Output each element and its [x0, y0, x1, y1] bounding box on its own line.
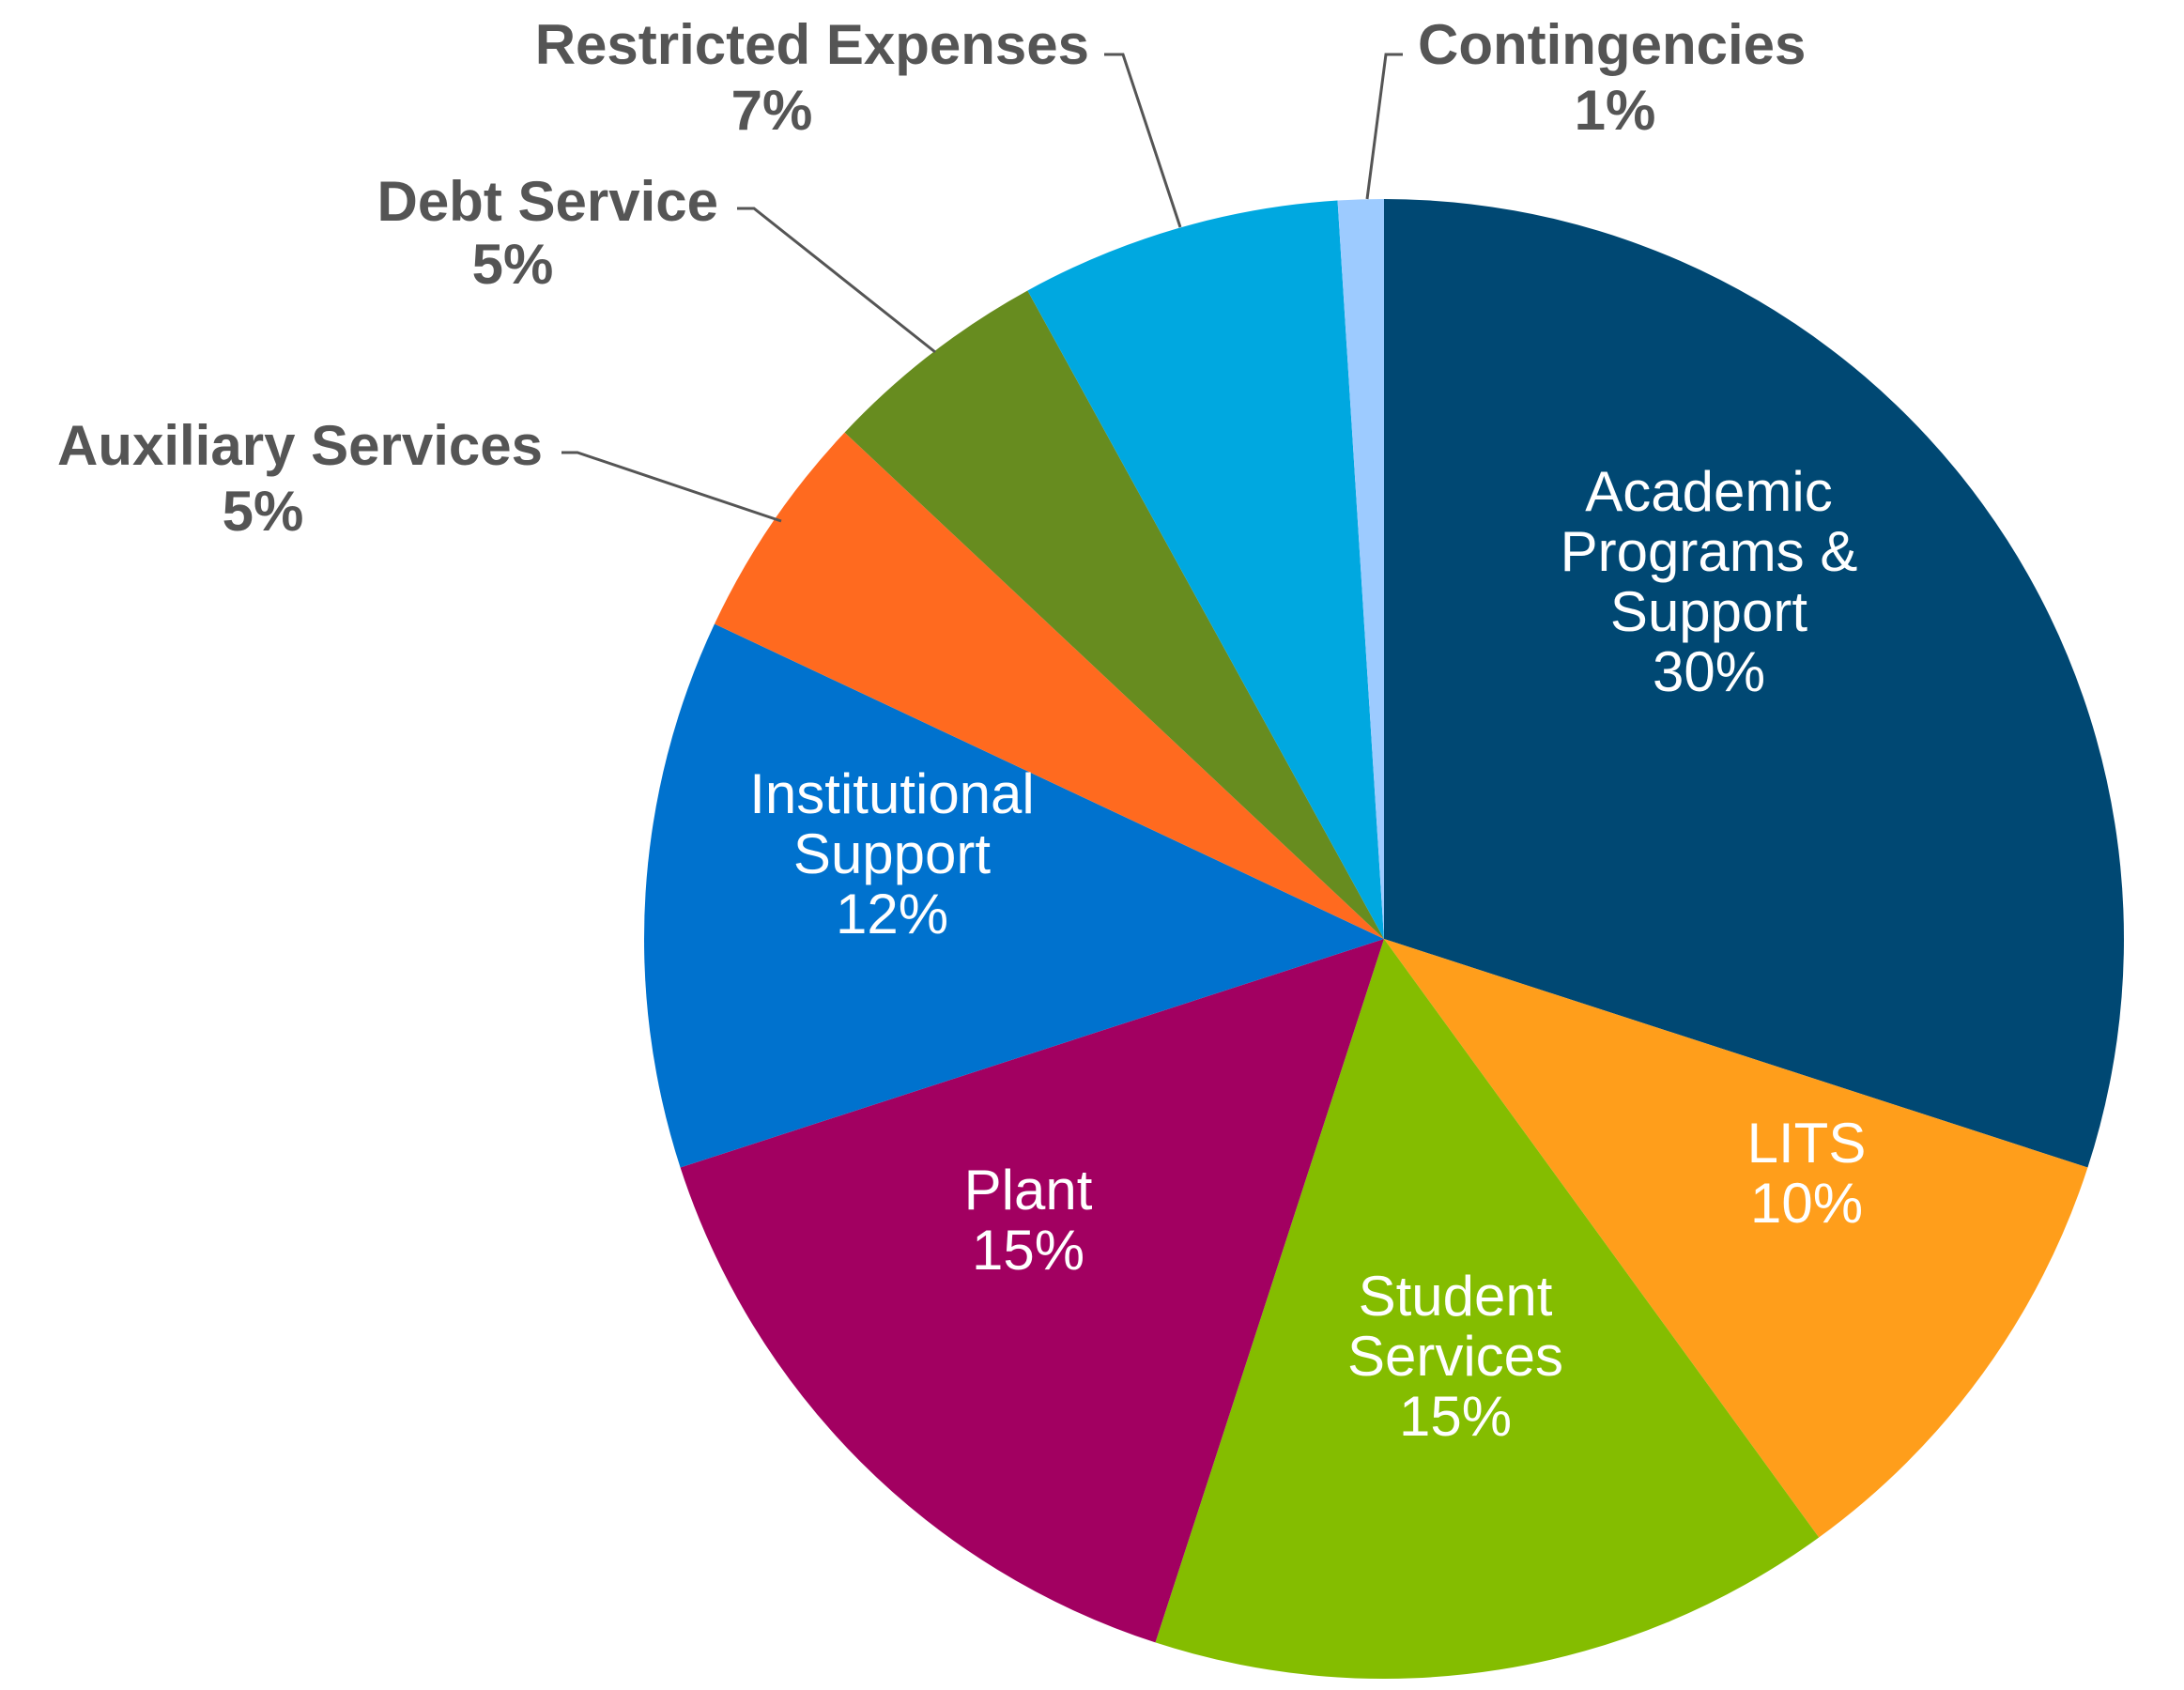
pie-slice-debt-service	[844, 290, 1384, 939]
slice-value-label: 7%	[731, 79, 813, 142]
slice-value-label: 15%	[972, 1219, 1084, 1282]
slice-label-line: Plant	[964, 1159, 1093, 1221]
leader-line	[561, 451, 782, 523]
slice-value-label: 1%	[1575, 79, 1656, 142]
slice-label-line: Institutional	[749, 762, 1035, 825]
slice-value-label: 5%	[223, 480, 304, 543]
leader-lines	[561, 53, 1403, 523]
slice-label-line: Services	[1347, 1325, 1563, 1388]
pie-slice-institutional-support	[643, 623, 1384, 1168]
slice-label: Debt Service	[377, 170, 718, 233]
leader-line	[1104, 53, 1182, 228]
pie-slice-restricted-expenses	[1027, 200, 1384, 939]
slice-label: Academic Programs & Support 30%	[1561, 460, 1858, 703]
slice-label: Student Services 15%	[1347, 1265, 1563, 1448]
pie-slice-lits	[1384, 939, 2088, 1538]
slice-label: Institutional Support 12%	[749, 762, 1035, 945]
slice-label-line: Support	[1610, 580, 1807, 643]
slice-label-line: Programs &	[1561, 520, 1858, 583]
slice-label-line: LITS	[1747, 1112, 1867, 1175]
pie-slice-plant	[680, 939, 1384, 1643]
slice-label-line: Student	[1359, 1265, 1553, 1328]
slice-label: Auxiliary Services	[57, 414, 543, 477]
slice-value-label: 12%	[836, 883, 948, 945]
slice-value-label: 30%	[1653, 640, 1765, 703]
pie-slice-contingencies	[1337, 199, 1384, 939]
slice-labels: Academic Programs & Support 30%LITS 10%Stude…	[57, 13, 1866, 1448]
leader-line	[1365, 53, 1403, 200]
pie-slice-student-services	[1155, 939, 1820, 1679]
slice-label: Restricted Expenses	[535, 13, 1089, 76]
slice-label: LITS 10%	[1747, 1112, 1867, 1235]
slice-value-label: 15%	[1399, 1385, 1512, 1448]
slice-label-line: Support	[793, 822, 991, 885]
slice-label: Contingencies	[1418, 13, 1806, 76]
pie-slice-auxiliary-services	[714, 432, 1384, 939]
slice-label: Plant 15%	[964, 1159, 1093, 1282]
slice-label-line: Academic	[1585, 460, 1832, 523]
pie-slices	[643, 199, 2124, 1679]
leader-line	[737, 207, 936, 354]
slice-value-label: 10%	[1750, 1172, 1863, 1235]
slice-value-label: 5%	[472, 233, 554, 296]
pie-slice-academic-programs-support	[1384, 199, 2124, 1168]
